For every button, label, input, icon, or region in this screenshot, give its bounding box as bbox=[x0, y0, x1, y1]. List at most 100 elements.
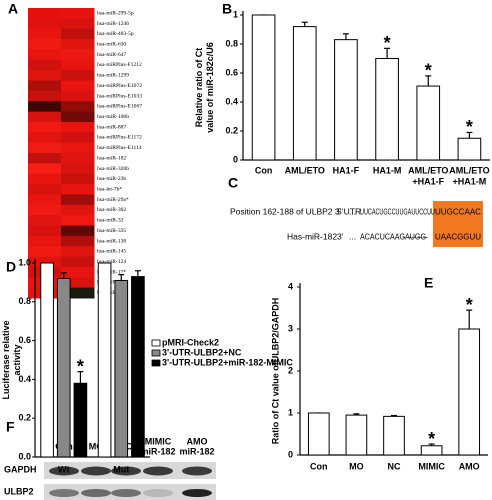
y-tick-label: 0.4 bbox=[18, 374, 31, 384]
x-tick-label: MO bbox=[349, 461, 364, 471]
heatmap-label: hsa-miRPlus-F1212 bbox=[97, 62, 142, 68]
bar bbox=[416, 85, 441, 161]
heatmap-cell bbox=[61, 59, 95, 71]
heatmap-cell bbox=[61, 28, 95, 40]
x-tick-label: MIMIC bbox=[418, 461, 445, 471]
heatmap-cell bbox=[28, 90, 62, 102]
heatmap-label: hsa-miR-23b bbox=[97, 176, 126, 182]
x-tick-label: Wt bbox=[58, 464, 70, 474]
bar bbox=[457, 137, 482, 161]
heatmap-cell bbox=[61, 235, 95, 247]
heatmap-cell bbox=[61, 163, 95, 175]
x-tick-label: AML/ETO bbox=[285, 165, 325, 175]
lane-label: miR-182 bbox=[140, 446, 175, 456]
x-tick-label: NC bbox=[388, 461, 401, 471]
bar bbox=[251, 14, 276, 161]
heatmap-cell bbox=[61, 90, 95, 102]
heatmap-cell bbox=[61, 70, 95, 81]
panel-label: B bbox=[222, 1, 232, 17]
heatmap-label: hsa-miR-299-5p bbox=[97, 10, 134, 16]
heatmap-label: hsa-miR-145 bbox=[97, 249, 126, 255]
y-tick-label: 1.0 bbox=[18, 257, 31, 267]
lane-label: miR-182 bbox=[179, 446, 214, 456]
heatmap-label: hsa-miRPlus-E1067 bbox=[97, 104, 142, 110]
legend-swatch bbox=[151, 359, 161, 367]
heatmap-cell bbox=[28, 39, 62, 50]
heatmap-cell bbox=[61, 225, 95, 237]
blot-band bbox=[143, 466, 173, 476]
heatmap-label: hsa-miR-1246 bbox=[97, 21, 129, 27]
blot-band bbox=[182, 489, 212, 497]
significance-marker: * bbox=[384, 33, 391, 53]
heatmap-cell bbox=[61, 246, 95, 258]
bar bbox=[334, 39, 358, 161]
sequence: UUCACUGCCUUGAUUCCUU bbox=[360, 206, 435, 216]
bar bbox=[97, 262, 112, 458]
y-tick-label: 1 bbox=[288, 407, 293, 417]
heatmap-cell bbox=[28, 132, 62, 144]
heatmap-cell bbox=[28, 111, 62, 123]
heatmap-cell bbox=[61, 215, 95, 226]
legend-swatch bbox=[151, 349, 161, 357]
y-tick-label: 4 bbox=[288, 281, 293, 291]
heatmap-label: hsa-miR-647 bbox=[97, 52, 126, 58]
x-tick-label: HA1-F bbox=[333, 165, 360, 175]
heatmap-cell bbox=[28, 256, 62, 268]
bar bbox=[56, 278, 71, 458]
heatmap-cell bbox=[61, 39, 95, 50]
y-tick-label: 0.4 bbox=[225, 96, 238, 106]
heatmap-cell bbox=[28, 80, 62, 92]
heatmap-cell bbox=[28, 70, 62, 81]
heatmap-cell bbox=[28, 121, 62, 133]
significance-marker: * bbox=[466, 295, 473, 315]
heatmap-cell bbox=[61, 142, 95, 154]
heatmap-cell bbox=[61, 277, 95, 289]
bar bbox=[40, 262, 54, 458]
heatmap-label: hsa-miRPlus-E1072 bbox=[97, 83, 142, 89]
heatmap-label: hsa-miRPlus-E1114 bbox=[97, 145, 142, 151]
blot-band bbox=[111, 466, 141, 476]
x-tick-label: +HA1-F bbox=[412, 176, 444, 186]
heatmap-label: hsa-miR-29a* bbox=[97, 197, 129, 203]
panel-label: F bbox=[6, 419, 15, 435]
bar bbox=[114, 279, 129, 458]
y-axis-label: activity bbox=[12, 344, 22, 375]
heatmap-label: hsa-miRPlus-E1172 bbox=[97, 135, 142, 141]
x-tick-label: HA1-M bbox=[373, 165, 402, 175]
heatmap-cell bbox=[28, 246, 62, 258]
blot-band bbox=[111, 489, 141, 497]
heatmap-label: hsa-miR-17* bbox=[97, 269, 126, 275]
heatmap-label: hsa-miR-144 bbox=[97, 290, 126, 296]
heatmap-cell bbox=[61, 256, 95, 268]
heatmap-cell bbox=[28, 184, 62, 195]
legend-swatch bbox=[151, 339, 161, 347]
x-tick-label: Con bbox=[255, 165, 273, 175]
lane-label: AMO bbox=[187, 436, 208, 446]
heatmap-cell bbox=[28, 235, 62, 247]
alignment-label: Has-miR-182 bbox=[287, 231, 337, 241]
y-tick-label: 0.6 bbox=[225, 67, 238, 77]
heatmap-cell bbox=[28, 163, 62, 175]
heatmap-cell bbox=[28, 59, 62, 71]
bar bbox=[131, 276, 145, 458]
y-axis-label: Relative ratio of Ct bbox=[194, 48, 204, 128]
bar bbox=[458, 328, 481, 456]
bar bbox=[375, 58, 399, 161]
bar bbox=[73, 382, 88, 458]
alignment-label: Position 162-188 of ULBP2 3' UTR bbox=[230, 206, 361, 216]
heatmap-label: hsa-miR-182 bbox=[97, 155, 126, 161]
legend-label: 3'-UTR-ULBP2+miR-182-MIMIC bbox=[162, 357, 293, 367]
heatmap-cell bbox=[61, 8, 95, 19]
blot-row-label: ULBP2 bbox=[4, 486, 34, 496]
heatmap-label: hsa-miR-124 bbox=[97, 259, 126, 265]
heatmap-label: hsa-miR-630 bbox=[97, 42, 126, 48]
heatmap-cell bbox=[61, 266, 95, 278]
heatmap-cell bbox=[28, 204, 62, 216]
heatmap-label: hsa-miR-106b bbox=[97, 114, 129, 120]
lane-label: MO bbox=[89, 441, 104, 451]
x-tick-label: Con bbox=[310, 461, 328, 471]
heatmap-cell bbox=[28, 153, 62, 164]
heatmap-label: hsa-miR-138 bbox=[97, 238, 126, 244]
heatmap-cell bbox=[61, 121, 95, 133]
